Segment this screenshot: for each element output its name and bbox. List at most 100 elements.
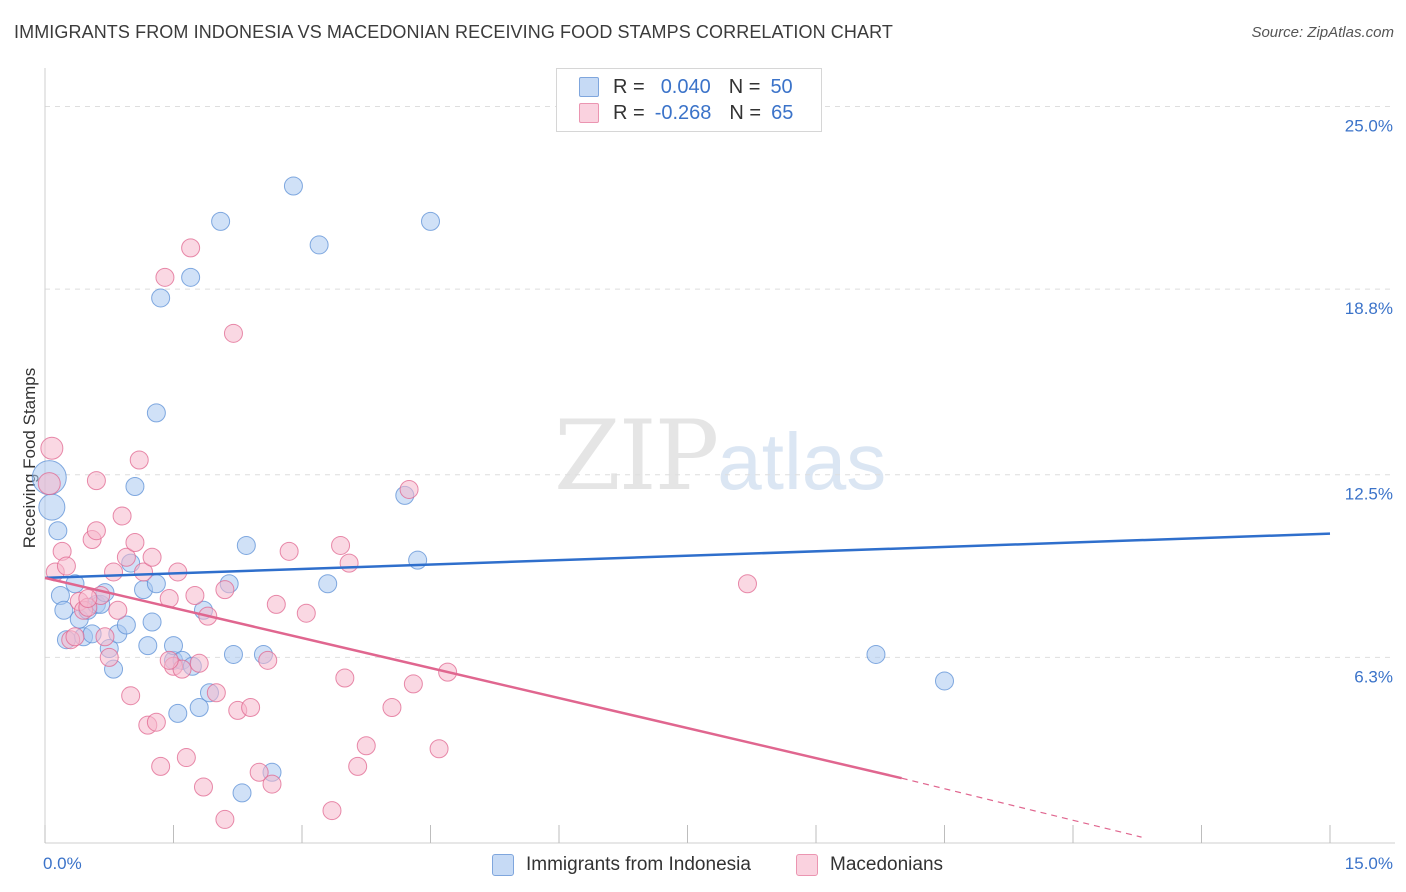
- point-macedonian: [185, 586, 205, 606]
- legend-n-label: N =: [729, 101, 762, 124]
- point-macedonian: [155, 267, 175, 287]
- point-indonesia: [54, 600, 74, 620]
- point-macedonian: [181, 238, 201, 258]
- point-macedonian: [215, 580, 235, 600]
- point-macedonian: [95, 627, 115, 647]
- point-macedonian: [258, 650, 278, 670]
- point-macedonian: [262, 774, 282, 794]
- point-macedonian: [40, 436, 64, 460]
- chart-title: IMMIGRANTS FROM INDONESIA VS MACEDONIAN …: [14, 22, 893, 42]
- point-indonesia: [168, 703, 188, 723]
- legend-r-label: R =: [613, 101, 645, 124]
- legend-r-label: R =: [613, 75, 645, 98]
- trendline-macedonian: [44, 576, 902, 780]
- point-macedonian: [335, 668, 355, 688]
- point-indonesia: [211, 211, 231, 231]
- legend-r-value: -0.268: [654, 101, 712, 124]
- point-macedonian: [382, 697, 402, 717]
- y-tick-label: 6.3%: [1354, 667, 1393, 686]
- point-macedonian: [112, 506, 132, 526]
- point-indonesia: [309, 235, 329, 255]
- point-macedonian: [348, 756, 368, 776]
- legend-row-indonesia: R = 0.040 N = 50: [579, 75, 793, 99]
- legend-row-macedonians: R = -0.268 N = 65: [579, 101, 793, 125]
- point-macedonian: [121, 686, 141, 706]
- point-indonesia: [125, 477, 145, 497]
- point-macedonian: [403, 674, 423, 694]
- legend-n-label: N =: [728, 75, 761, 98]
- point-indonesia: [283, 176, 303, 196]
- source-label[interactable]: Source: ZipAtlas.com: [1251, 24, 1394, 41]
- point-indonesia: [116, 615, 136, 635]
- point-macedonian: [429, 739, 449, 759]
- point-macedonian: [176, 748, 196, 768]
- point-macedonian: [322, 801, 342, 821]
- point-macedonian: [223, 323, 243, 343]
- point-indonesia: [232, 783, 252, 803]
- point-indonesia: [151, 288, 171, 308]
- point-macedonian: [65, 627, 85, 647]
- bottom-legend-swatch-indonesia: [492, 854, 514, 876]
- y-tick-label: 12.5%: [1345, 485, 1393, 504]
- point-indonesia: [142, 612, 162, 632]
- x-tick-label: 0.0%: [43, 854, 82, 873]
- point-indonesia: [318, 574, 338, 594]
- point-indonesia: [421, 211, 440, 231]
- bottom-legend-macedonians[interactable]: Macedonians: [796, 852, 943, 878]
- watermark: ZIPatlas: [554, 400, 886, 512]
- point-macedonian: [56, 556, 76, 576]
- point-macedonian: [399, 479, 419, 499]
- point-macedonian: [142, 547, 162, 567]
- point-macedonian: [146, 712, 166, 732]
- y-tick-label: 25.0%: [1345, 116, 1393, 135]
- x-tick-label: 15.0%: [1345, 854, 1393, 873]
- point-macedonian: [737, 574, 757, 594]
- point-macedonian: [151, 756, 171, 776]
- point-indonesia: [38, 493, 66, 521]
- watermark-zip: ZIP: [554, 400, 719, 512]
- bottom-legend-label-indonesia: Immigrants from Indonesia: [526, 854, 751, 875]
- point-macedonian: [104, 562, 124, 582]
- point-macedonian: [215, 809, 235, 829]
- legend-swatch-macedonians: [579, 103, 599, 123]
- point-macedonian: [241, 697, 261, 717]
- bottom-legend-indonesia[interactable]: Immigrants from Indonesia: [492, 852, 751, 878]
- point-macedonian: [339, 553, 359, 573]
- point-indonesia: [189, 697, 209, 717]
- point-macedonian: [125, 532, 145, 552]
- point-macedonian: [331, 535, 351, 555]
- point-macedonian: [78, 588, 98, 608]
- point-indonesia: [935, 671, 954, 691]
- point-macedonian: [279, 541, 299, 561]
- legend-n-value: 65: [771, 101, 794, 124]
- point-macedonian: [108, 600, 128, 620]
- point-macedonian: [134, 562, 154, 582]
- y-tick-label: 18.8%: [1345, 299, 1393, 318]
- point-macedonian: [189, 653, 209, 673]
- point-indonesia: [236, 535, 256, 555]
- point-macedonian: [86, 471, 106, 491]
- point-macedonian: [116, 547, 136, 567]
- trendline-indonesia: [44, 532, 1331, 580]
- point-macedonian: [206, 683, 226, 703]
- point-macedonian: [249, 762, 269, 782]
- correlation-legend: R = 0.040 N = 50 R = -0.268 N = 65: [556, 68, 822, 132]
- legend-swatch-indonesia: [579, 77, 599, 97]
- point-macedonian: [193, 777, 213, 797]
- point-macedonian: [86, 521, 106, 541]
- legend-n-value: 50: [770, 75, 793, 98]
- bottom-legend-swatch-macedonians: [796, 854, 818, 876]
- point-macedonian: [129, 450, 149, 470]
- point-macedonian: [266, 594, 286, 614]
- point-indonesia: [866, 644, 886, 664]
- point-macedonian: [356, 736, 376, 756]
- point-indonesia: [138, 636, 158, 656]
- trendline-macedonian-extension: [901, 777, 1142, 838]
- point-macedonian: [296, 603, 316, 623]
- bottom-legend-label-macedonians: Macedonians: [830, 854, 944, 875]
- legend-r-value: 0.040: [660, 75, 711, 98]
- point-indonesia: [181, 267, 201, 287]
- point-indonesia: [48, 521, 68, 541]
- point-indonesia: [223, 644, 243, 664]
